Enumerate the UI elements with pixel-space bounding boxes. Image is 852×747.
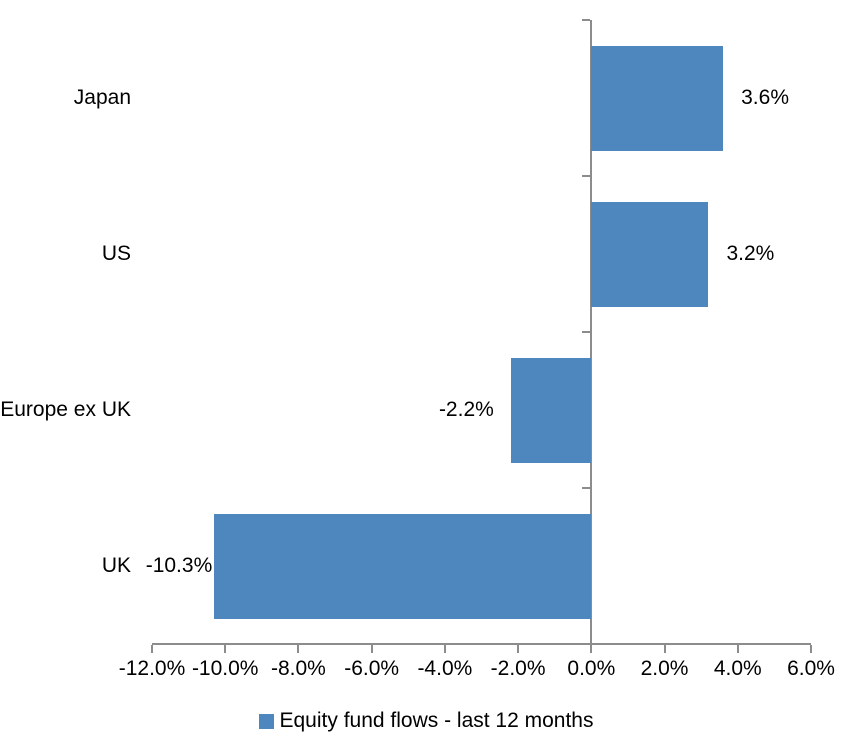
bar-value-label: 3.6% — [741, 86, 789, 109]
x-axis-tick-label: 2.0% — [640, 657, 689, 680]
x-axis-tick-label: -4.0% — [417, 657, 473, 680]
category-axis-tick — [582, 643, 591, 645]
x-axis-tick-label: 0.0% — [567, 657, 616, 680]
bar-value-label: 3.2% — [726, 242, 775, 265]
category-axis-tick — [582, 19, 591, 21]
category-label: Japan — [73, 86, 131, 109]
category-label: US — [101, 242, 131, 265]
bar-europe-ex-uk — [510, 357, 592, 463]
x-axis-tick — [151, 645, 153, 653]
x-axis-tick — [297, 645, 300, 653]
bar-value-label: -10.3% — [145, 554, 213, 577]
category-axis-tick — [582, 175, 591, 177]
x-axis-tick — [736, 645, 739, 653]
legend-swatch-icon — [258, 713, 274, 729]
x-axis-tick — [224, 645, 227, 653]
category-axis-tick — [582, 487, 591, 489]
value-axis-line — [152, 643, 811, 645]
category-label: UK — [101, 554, 131, 577]
x-axis-tick-label: 6.0% — [787, 657, 835, 680]
bar-japan — [591, 45, 724, 151]
bar-us — [591, 201, 709, 307]
category-label: Europe ex UK — [0, 398, 131, 421]
x-axis-tick-label: -10.0% — [191, 657, 259, 680]
x-axis-tick-label: -2.0% — [490, 657, 546, 680]
category-axis-tick — [582, 331, 591, 333]
x-axis-tick — [443, 645, 446, 653]
bar-value-label: -2.2% — [438, 398, 494, 421]
x-axis-tick-label: -8.0% — [271, 657, 326, 680]
x-axis-tick — [663, 645, 666, 653]
bar-uk — [214, 513, 592, 619]
x-axis-tick — [370, 645, 373, 653]
x-axis-tick-label: 4.0% — [713, 657, 762, 680]
x-axis-tick-label: -6.0% — [344, 657, 400, 680]
x-axis-tick — [590, 645, 593, 653]
legend: Equity fund flows - last 12 months — [0, 703, 852, 739]
legend-label: Equity fund flows - last 12 months — [279, 709, 594, 732]
x-axis-tick — [810, 645, 812, 653]
category-axis-line — [590, 20, 593, 644]
x-axis-tick — [517, 645, 520, 653]
x-axis-tick-label: -12.0% — [118, 657, 186, 680]
